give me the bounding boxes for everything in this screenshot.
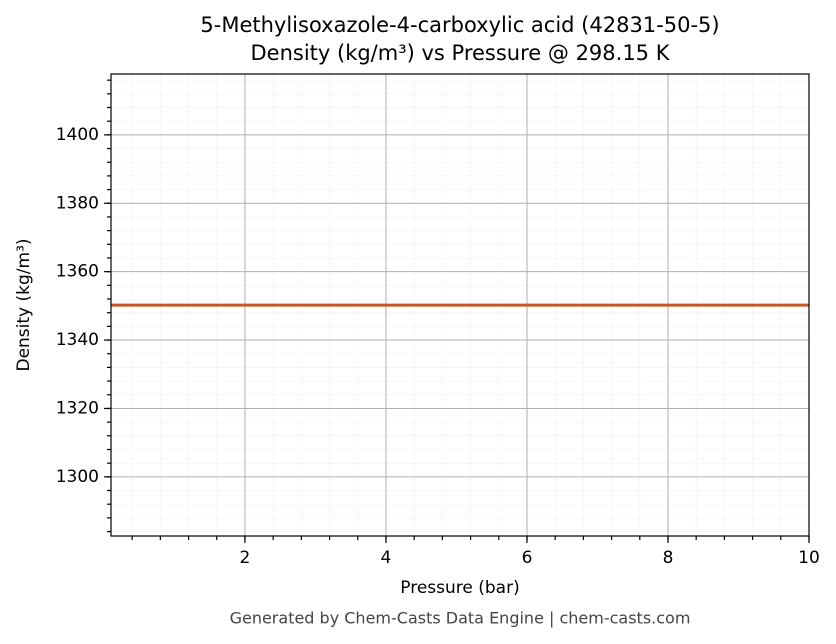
x-tick-label: 6 xyxy=(522,548,533,568)
plot-frame xyxy=(110,73,810,537)
chart-subtitle: Density (kg/m³) vs Pressure @ 298.15 K xyxy=(250,41,670,65)
y-tick-label: 1400 xyxy=(56,125,99,145)
y-tick-label: 1300 xyxy=(56,467,99,487)
x-tick-label: 2 xyxy=(240,548,251,568)
x-tick-label: 4 xyxy=(381,548,392,568)
y-tick-label: 1380 xyxy=(56,193,99,213)
y-tick-label: 1340 xyxy=(56,330,99,350)
chart-title: 5-Methylisoxazole-4-carboxylic acid (428… xyxy=(200,13,719,37)
footer: Generated by Chem-Casts Data Engine | ch… xyxy=(230,609,691,628)
x-tick-label: 10 xyxy=(798,548,820,568)
y-tick-label: 1360 xyxy=(56,262,99,282)
y-axis-label: Density (kg/m³) xyxy=(14,238,34,371)
x-axis-label: Pressure (bar) xyxy=(400,578,519,598)
y-tick-label: 1320 xyxy=(56,398,99,418)
x-tick-label: 8 xyxy=(663,548,674,568)
